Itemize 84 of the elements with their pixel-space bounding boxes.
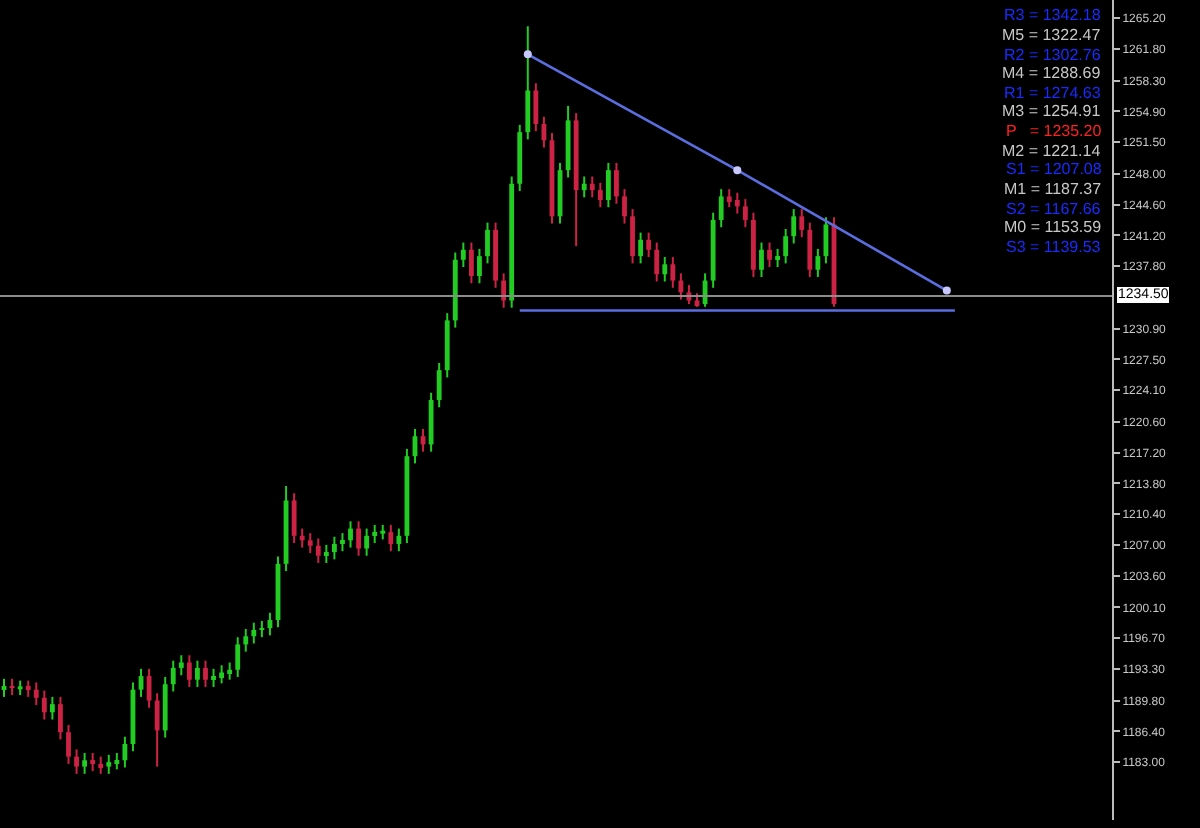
annotation: S2 = 1167.66 xyxy=(1006,200,1102,218)
candlestick xyxy=(468,241,474,285)
candlestick xyxy=(66,723,71,765)
annotation: M1 = 1187.37 xyxy=(1004,180,1103,198)
candlestick xyxy=(122,735,128,769)
annotation: M2 = 1221.14 xyxy=(1002,142,1102,160)
candlestick xyxy=(759,241,764,278)
candlestick xyxy=(783,227,789,265)
candlestick xyxy=(364,527,370,557)
annotation: P = 1235.20 xyxy=(1006,122,1103,140)
annotation: S3 = 1139.53 xyxy=(1006,238,1102,256)
annotation: M0 = 1153.59 xyxy=(1004,218,1103,236)
candlestick xyxy=(162,676,168,739)
candlestick xyxy=(428,391,434,453)
candlestick xyxy=(41,689,47,721)
annotation: M3 = 1254.91 xyxy=(1002,102,1102,120)
candlestick xyxy=(436,361,442,409)
candlestick xyxy=(211,667,216,688)
candlestick xyxy=(291,492,297,545)
annotation: M4 = 1288.69 xyxy=(1002,64,1102,82)
candlestick xyxy=(678,272,684,301)
candlestick xyxy=(388,523,394,553)
candlestick xyxy=(525,25,531,141)
candlestick xyxy=(597,181,603,209)
candlestick xyxy=(299,527,305,549)
candlestick xyxy=(742,198,748,229)
candlestick xyxy=(356,520,361,557)
candlestick xyxy=(195,659,200,688)
candlestick xyxy=(638,231,644,265)
candlestick xyxy=(589,175,595,199)
candlestick xyxy=(799,208,805,239)
candlestick xyxy=(654,241,660,283)
candlestick xyxy=(533,82,539,133)
annotation: R1 = 1274.63 xyxy=(1004,84,1102,102)
candlestick xyxy=(82,752,88,775)
candlestick xyxy=(670,256,676,289)
point xyxy=(523,50,532,59)
annotation: R3 = 1342.18 xyxy=(1004,6,1102,24)
candlestick xyxy=(348,520,353,549)
candlestick xyxy=(372,523,378,545)
candlestick xyxy=(307,532,313,554)
candlestick xyxy=(219,664,225,685)
candlestick xyxy=(460,241,466,268)
candlestick xyxy=(605,161,611,209)
candlestick xyxy=(581,175,587,199)
candlestick xyxy=(58,695,63,741)
candlestick xyxy=(622,188,627,225)
candlestick xyxy=(726,188,732,209)
candlestick xyxy=(74,748,79,775)
candlestick xyxy=(203,659,208,688)
candlestick xyxy=(331,535,337,561)
candlestick xyxy=(323,543,329,564)
candlestick xyxy=(186,654,192,688)
candlestick xyxy=(90,752,96,773)
candlestick xyxy=(106,753,112,775)
candlestick xyxy=(662,256,668,283)
candlestick xyxy=(243,628,249,653)
candlestick xyxy=(630,208,635,265)
candlestick xyxy=(340,532,345,553)
candlestick xyxy=(775,247,781,268)
candlestick xyxy=(154,692,160,768)
candlestick xyxy=(477,247,482,285)
point xyxy=(942,286,951,295)
candlestick xyxy=(614,161,619,205)
candlestick xyxy=(315,537,321,564)
candlestick xyxy=(646,231,652,259)
candlestick xyxy=(807,221,813,278)
candlestick xyxy=(815,247,821,278)
annotation: M5 = 1322.47 xyxy=(1002,26,1102,44)
candlestick xyxy=(49,695,55,721)
candlestick xyxy=(396,527,402,553)
candlestick xyxy=(251,621,257,645)
candlestick xyxy=(178,654,184,677)
point xyxy=(733,166,742,175)
candlestick xyxy=(170,659,176,693)
candlestick xyxy=(33,681,39,707)
candlestick xyxy=(791,208,797,245)
candlestick xyxy=(485,221,490,265)
candlestick xyxy=(767,241,772,268)
candlestick xyxy=(734,191,740,215)
candlestick xyxy=(235,636,241,678)
candlestick xyxy=(718,188,724,229)
annotation: R2 = 1302.76 xyxy=(1004,46,1102,64)
annotation: S1 = 1207.08 xyxy=(1006,160,1103,178)
